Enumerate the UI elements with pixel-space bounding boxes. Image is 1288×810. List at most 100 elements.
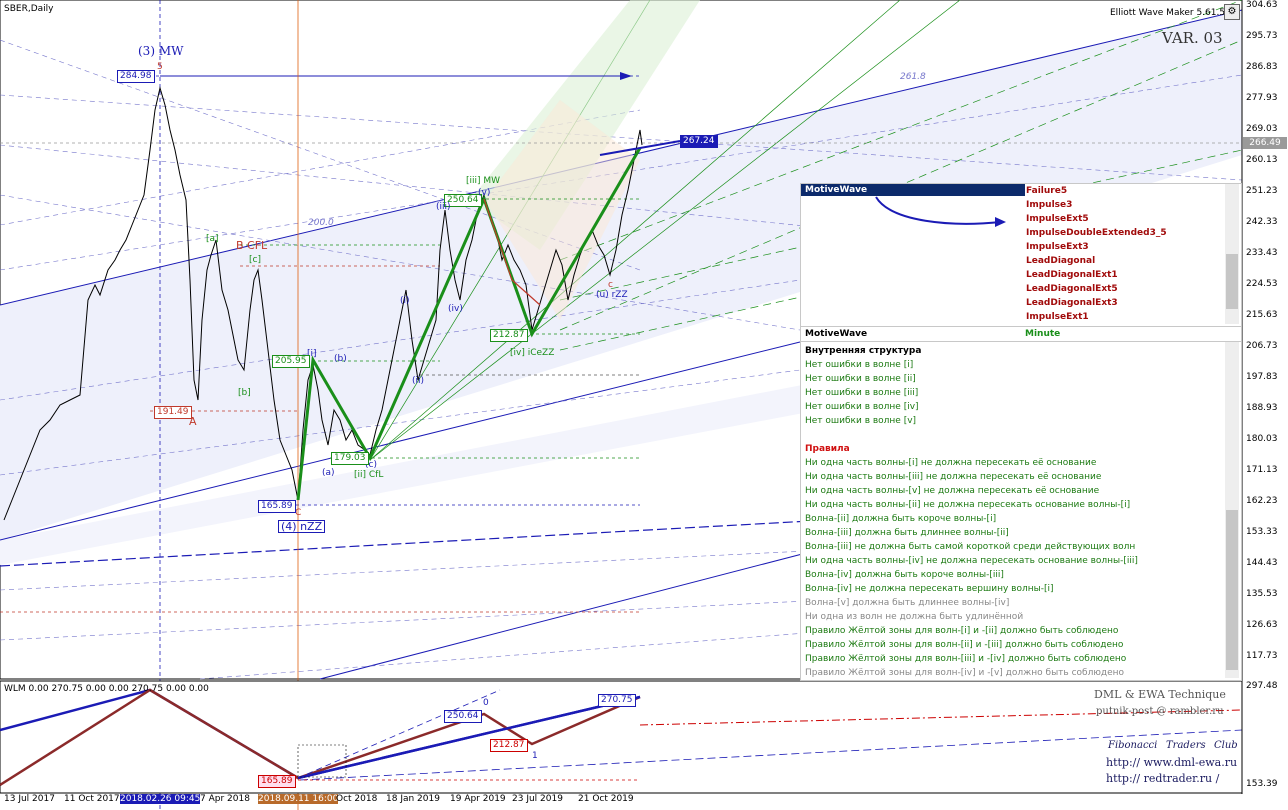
price-axis-label: 135.53 <box>1246 589 1278 599</box>
rule-item: Правило Жёлтой зоны для волн-[i] и -[ii]… <box>805 626 1119 636</box>
time-axis-label: 23 Jul 2019 <box>512 794 563 804</box>
wave-label-mw3: (3) MW <box>138 44 184 58</box>
price-axis-label: 251.23 <box>1246 186 1278 196</box>
rule-item: Волна-[iv] должна быть короче волны-[iii… <box>805 570 1004 580</box>
wave-label-b-paren: (b) <box>334 354 347 364</box>
sub-price-tag-2: 212.87 <box>490 739 528 752</box>
subwindow-title: WLM 0.00 270.75 0.00 0.00 270.75 0.00 0.… <box>4 684 209 694</box>
rule-item: Волна-[iii] не должна быть самой коротко… <box>805 542 1136 552</box>
rule-item: Правило Жёлтой зоны для волн-[ii] и -[ii… <box>805 640 1124 650</box>
panel-header: MotiveWave <box>801 184 1241 196</box>
rule-item: Волна-[iii] должна быть длиннее волны-[i… <box>805 528 1009 538</box>
sub-axis-bottom: 153.39 <box>1246 779 1278 789</box>
wave-label-bcfl: B CFL <box>236 239 268 252</box>
wave-label-C: C <box>295 508 302 518</box>
brand-line-5[interactable]: http:// redtrader.ru / <box>1106 772 1220 785</box>
sub-price-tag-3: 270.75 <box>598 694 636 707</box>
brand-line-2: putnik-post @ rambler.ru <box>1096 706 1224 717</box>
sub-price-tag-1: 250.64 <box>444 710 482 723</box>
variant-label: VAR. 03 <box>1162 29 1223 47</box>
wave-type-option[interactable]: LeadDiagonalExt3 <box>1026 298 1118 308</box>
wave-type-option[interactable]: ImpulseExt5 <box>1026 214 1089 224</box>
wave-type-option[interactable]: LeadDiagonalExt5 <box>1026 284 1118 294</box>
rule-item: Правило Жёлтой зоны для волн-[iv] и -[v]… <box>805 668 1125 678</box>
price-axis-label: 162.23 <box>1246 496 1278 506</box>
rules-scroll-thumb[interactable] <box>1226 510 1238 670</box>
price-tag-top: 284.98 <box>117 70 155 83</box>
time-axis-label: 2018.02.26 09:45 <box>120 794 201 804</box>
structure-item: Нет ошибки в волне [ii] <box>805 374 916 384</box>
structure-item: Нет ошибки в волне [v] <box>805 416 917 426</box>
wave-label-iii-small: (iii) <box>436 202 451 212</box>
indicator-title: Elliott Wave Maker 5.61.5 <box>1110 8 1226 18</box>
wave-type-list[interactable]: Failure5 Impulse3 ImpulseExt5 ImpulseDouble… <box>1023 184 1223 324</box>
wave-type-option[interactable]: LeadDiagonal <box>1026 256 1096 266</box>
price-axis-label: 153.33 <box>1246 527 1278 537</box>
price-axis-label: 197.83 <box>1246 372 1278 382</box>
main-chart-area[interactable]: SBER,Daily Elliott Wave Maker 5.61.5 ⚙ V… <box>0 0 1242 679</box>
rules-title: Правила <box>805 444 850 454</box>
time-axis-label: 7 Apr 2018 <box>200 794 250 804</box>
price-tag-ii: 179.03 <box>331 452 369 465</box>
wave-label-c-bracket: [c] <box>249 255 261 265</box>
price-axis-label: 117.73 <box>1246 651 1278 661</box>
wave-label-ii-cfl: [ii] CfL <box>354 470 384 480</box>
wave-type-option[interactable]: ImpulseExt1 <box>1026 312 1089 322</box>
sub-zero-label: 0 <box>483 698 489 708</box>
rule-item: Правило Жёлтой зоны для волн-[iii] и -[i… <box>805 654 1127 664</box>
wave-label-top5: 5 <box>157 62 163 72</box>
time-axis-label: 2018.09.11 16:00 <box>258 794 339 804</box>
symbol-title: SBER,Daily <box>4 4 54 14</box>
time-axis-label: 11 Oct 2017 <box>64 794 120 804</box>
time-axis-label: 19 Apr 2019 <box>450 794 506 804</box>
sub-one-label: 1 <box>532 751 538 761</box>
wave-analysis-panel[interactable]: MotiveWave Failure5 Impulse3 ImpulseExt5 Im… <box>800 183 1242 681</box>
wave-label-i-small: (i) <box>400 296 410 306</box>
wave-type-option[interactable]: Impulse3 <box>1026 200 1073 210</box>
arrow-icon <box>875 196 1006 227</box>
price-tag-A: 191.49 <box>154 406 192 419</box>
list-scroll-thumb[interactable] <box>1226 254 1238 309</box>
brand-line-4[interactable]: http:// www.dml-ewa.ru <box>1106 756 1238 769</box>
wave-label-a-bracket: [a] <box>206 234 219 244</box>
brand-line-3c: Club <box>1214 740 1238 751</box>
price-axis-label: 206.73 <box>1246 341 1278 351</box>
sub-price-tag-4: 165.89 <box>258 775 296 788</box>
spacer <box>805 428 1223 442</box>
rule-item: Ни одна часть волны-[iv] не должна перес… <box>805 556 1138 566</box>
structure-title: Внутренняя структура <box>805 346 922 356</box>
sub-axis-top: 297.48 <box>1246 681 1278 691</box>
price-axis-label: 233.43 <box>1246 248 1278 258</box>
time-axis-label: 21 Oct 2019 <box>578 794 634 804</box>
wave-label-u-zz: (u) rZZ <box>596 290 628 300</box>
price-axis-label: 126.63 <box>1246 620 1278 630</box>
structure-item: Нет ошибки в волне [iv] <box>805 402 919 412</box>
time-axis-label: Oct 2018 <box>336 794 378 804</box>
rule-item: Волна-[v] должна быть длиннее волны-[iv] <box>805 598 1010 608</box>
wave-type-option[interactable]: ImpulseDoubleExtended3_5 <box>1026 228 1167 238</box>
settings-gear-icon[interactable]: ⚙ <box>1224 4 1240 20</box>
price-tag-i: 205.95 <box>272 355 310 368</box>
price-axis-label: 277.93 <box>1246 93 1278 103</box>
time-axis-label: 13 Jul 2017 <box>4 794 55 804</box>
wave-label-A: A <box>189 415 197 428</box>
wave-label-c-small: c <box>608 280 613 290</box>
price-axis-label: 188.93 <box>1246 403 1278 413</box>
list-scrollbar[interactable] <box>1225 184 1239 324</box>
wave-label-b-bracket: [b] <box>238 388 251 398</box>
price-axis-label: 144.43 <box>1246 558 1278 568</box>
price-tag-iv: 212.87 <box>490 329 528 342</box>
price-axis-label: 286.83 <box>1246 62 1278 72</box>
wave-type-option[interactable]: ImpulseExt3 <box>1026 242 1089 252</box>
sep-right-label: Minute <box>1025 329 1061 339</box>
price-tag-target: 267.24 <box>680 135 718 148</box>
sep-left-label: MotiveWave <box>805 329 868 339</box>
rule-item: Ни одна часть волны-[iii] не должна пере… <box>805 472 1102 482</box>
price-axis-label: 295.73 <box>1246 31 1278 41</box>
rules-scrollbar[interactable] <box>1225 342 1239 678</box>
rules-body: Внутренняя структура Нет ошибки в волне … <box>805 344 1223 680</box>
wave-type-option[interactable]: LeadDiagonalExt1 <box>1026 270 1118 280</box>
rule-item: Волна-[iv] не должна пересекать вершину … <box>805 584 1054 594</box>
wave-type-option[interactable]: Failure5 <box>1026 186 1068 196</box>
wave-label-v-small: (v) <box>478 188 491 198</box>
